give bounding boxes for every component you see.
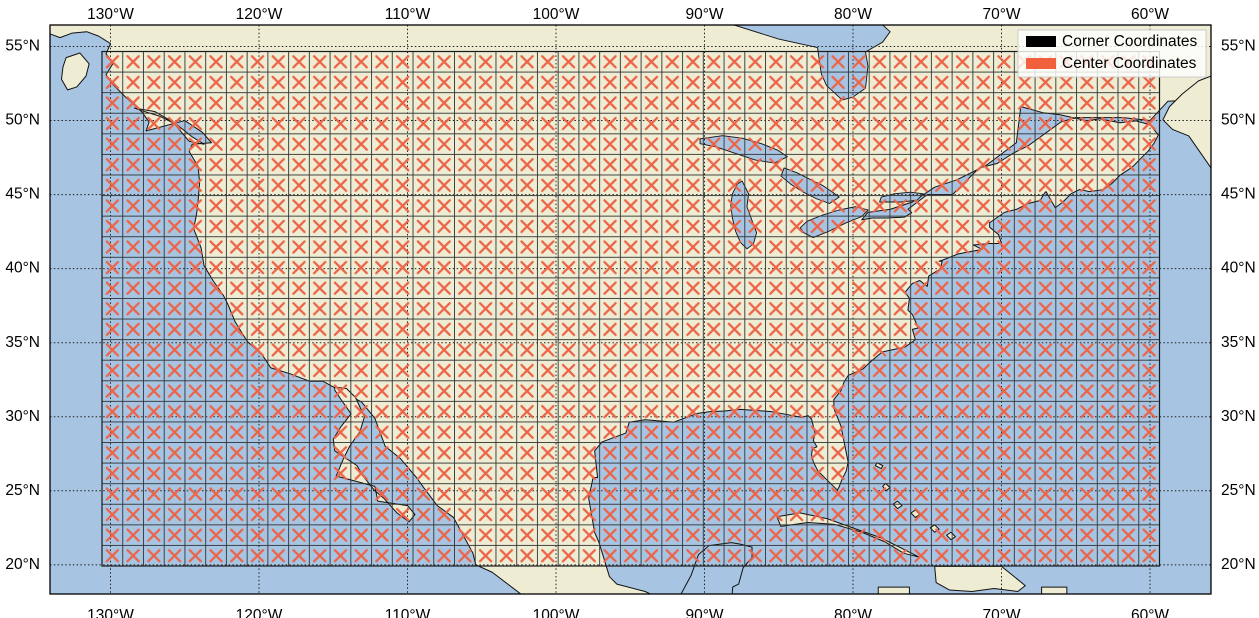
svg-text:Corner Coordinates: Corner Coordinates (1062, 33, 1198, 50)
svg-text:55°N: 55°N (5, 38, 40, 55)
svg-text:70°W: 70°W (982, 607, 1020, 618)
svg-text:80°W: 80°W (834, 607, 872, 618)
svg-text:25°N: 25°N (5, 482, 40, 499)
svg-text:50°N: 50°N (1221, 112, 1256, 129)
svg-text:30°N: 30°N (1221, 408, 1256, 425)
svg-text:90°W: 90°W (685, 6, 723, 23)
svg-text:45°N: 45°N (5, 186, 40, 203)
svg-text:Center Coordinates: Center Coordinates (1062, 55, 1197, 72)
svg-text:40°N: 40°N (1221, 260, 1256, 277)
svg-text:60°W: 60°W (1131, 607, 1169, 618)
svg-text:130°W: 130°W (87, 6, 134, 23)
svg-text:20°N: 20°N (1221, 556, 1256, 573)
svg-text:100°W: 100°W (533, 607, 580, 618)
svg-text:80°W: 80°W (834, 6, 872, 23)
svg-text:60°W: 60°W (1131, 6, 1169, 23)
svg-text:25°N: 25°N (1221, 482, 1256, 499)
svg-text:45°N: 45°N (1221, 186, 1256, 203)
svg-text:110°W: 110°W (385, 6, 431, 23)
svg-text:130°W: 130°W (87, 607, 134, 618)
svg-text:55°N: 55°N (1221, 38, 1256, 55)
svg-text:110°W: 110°W (385, 607, 431, 618)
svg-text:70°W: 70°W (982, 6, 1020, 23)
svg-text:20°N: 20°N (5, 556, 40, 573)
svg-text:35°N: 35°N (1221, 334, 1256, 351)
svg-text:120°W: 120°W (236, 607, 283, 618)
svg-text:120°W: 120°W (236, 6, 283, 23)
svg-text:40°N: 40°N (5, 260, 40, 277)
svg-text:50°N: 50°N (5, 112, 40, 129)
svg-text:90°W: 90°W (685, 607, 723, 618)
svg-text:30°N: 30°N (5, 408, 40, 425)
svg-text:35°N: 35°N (5, 334, 40, 351)
svg-text:100°W: 100°W (533, 6, 580, 23)
